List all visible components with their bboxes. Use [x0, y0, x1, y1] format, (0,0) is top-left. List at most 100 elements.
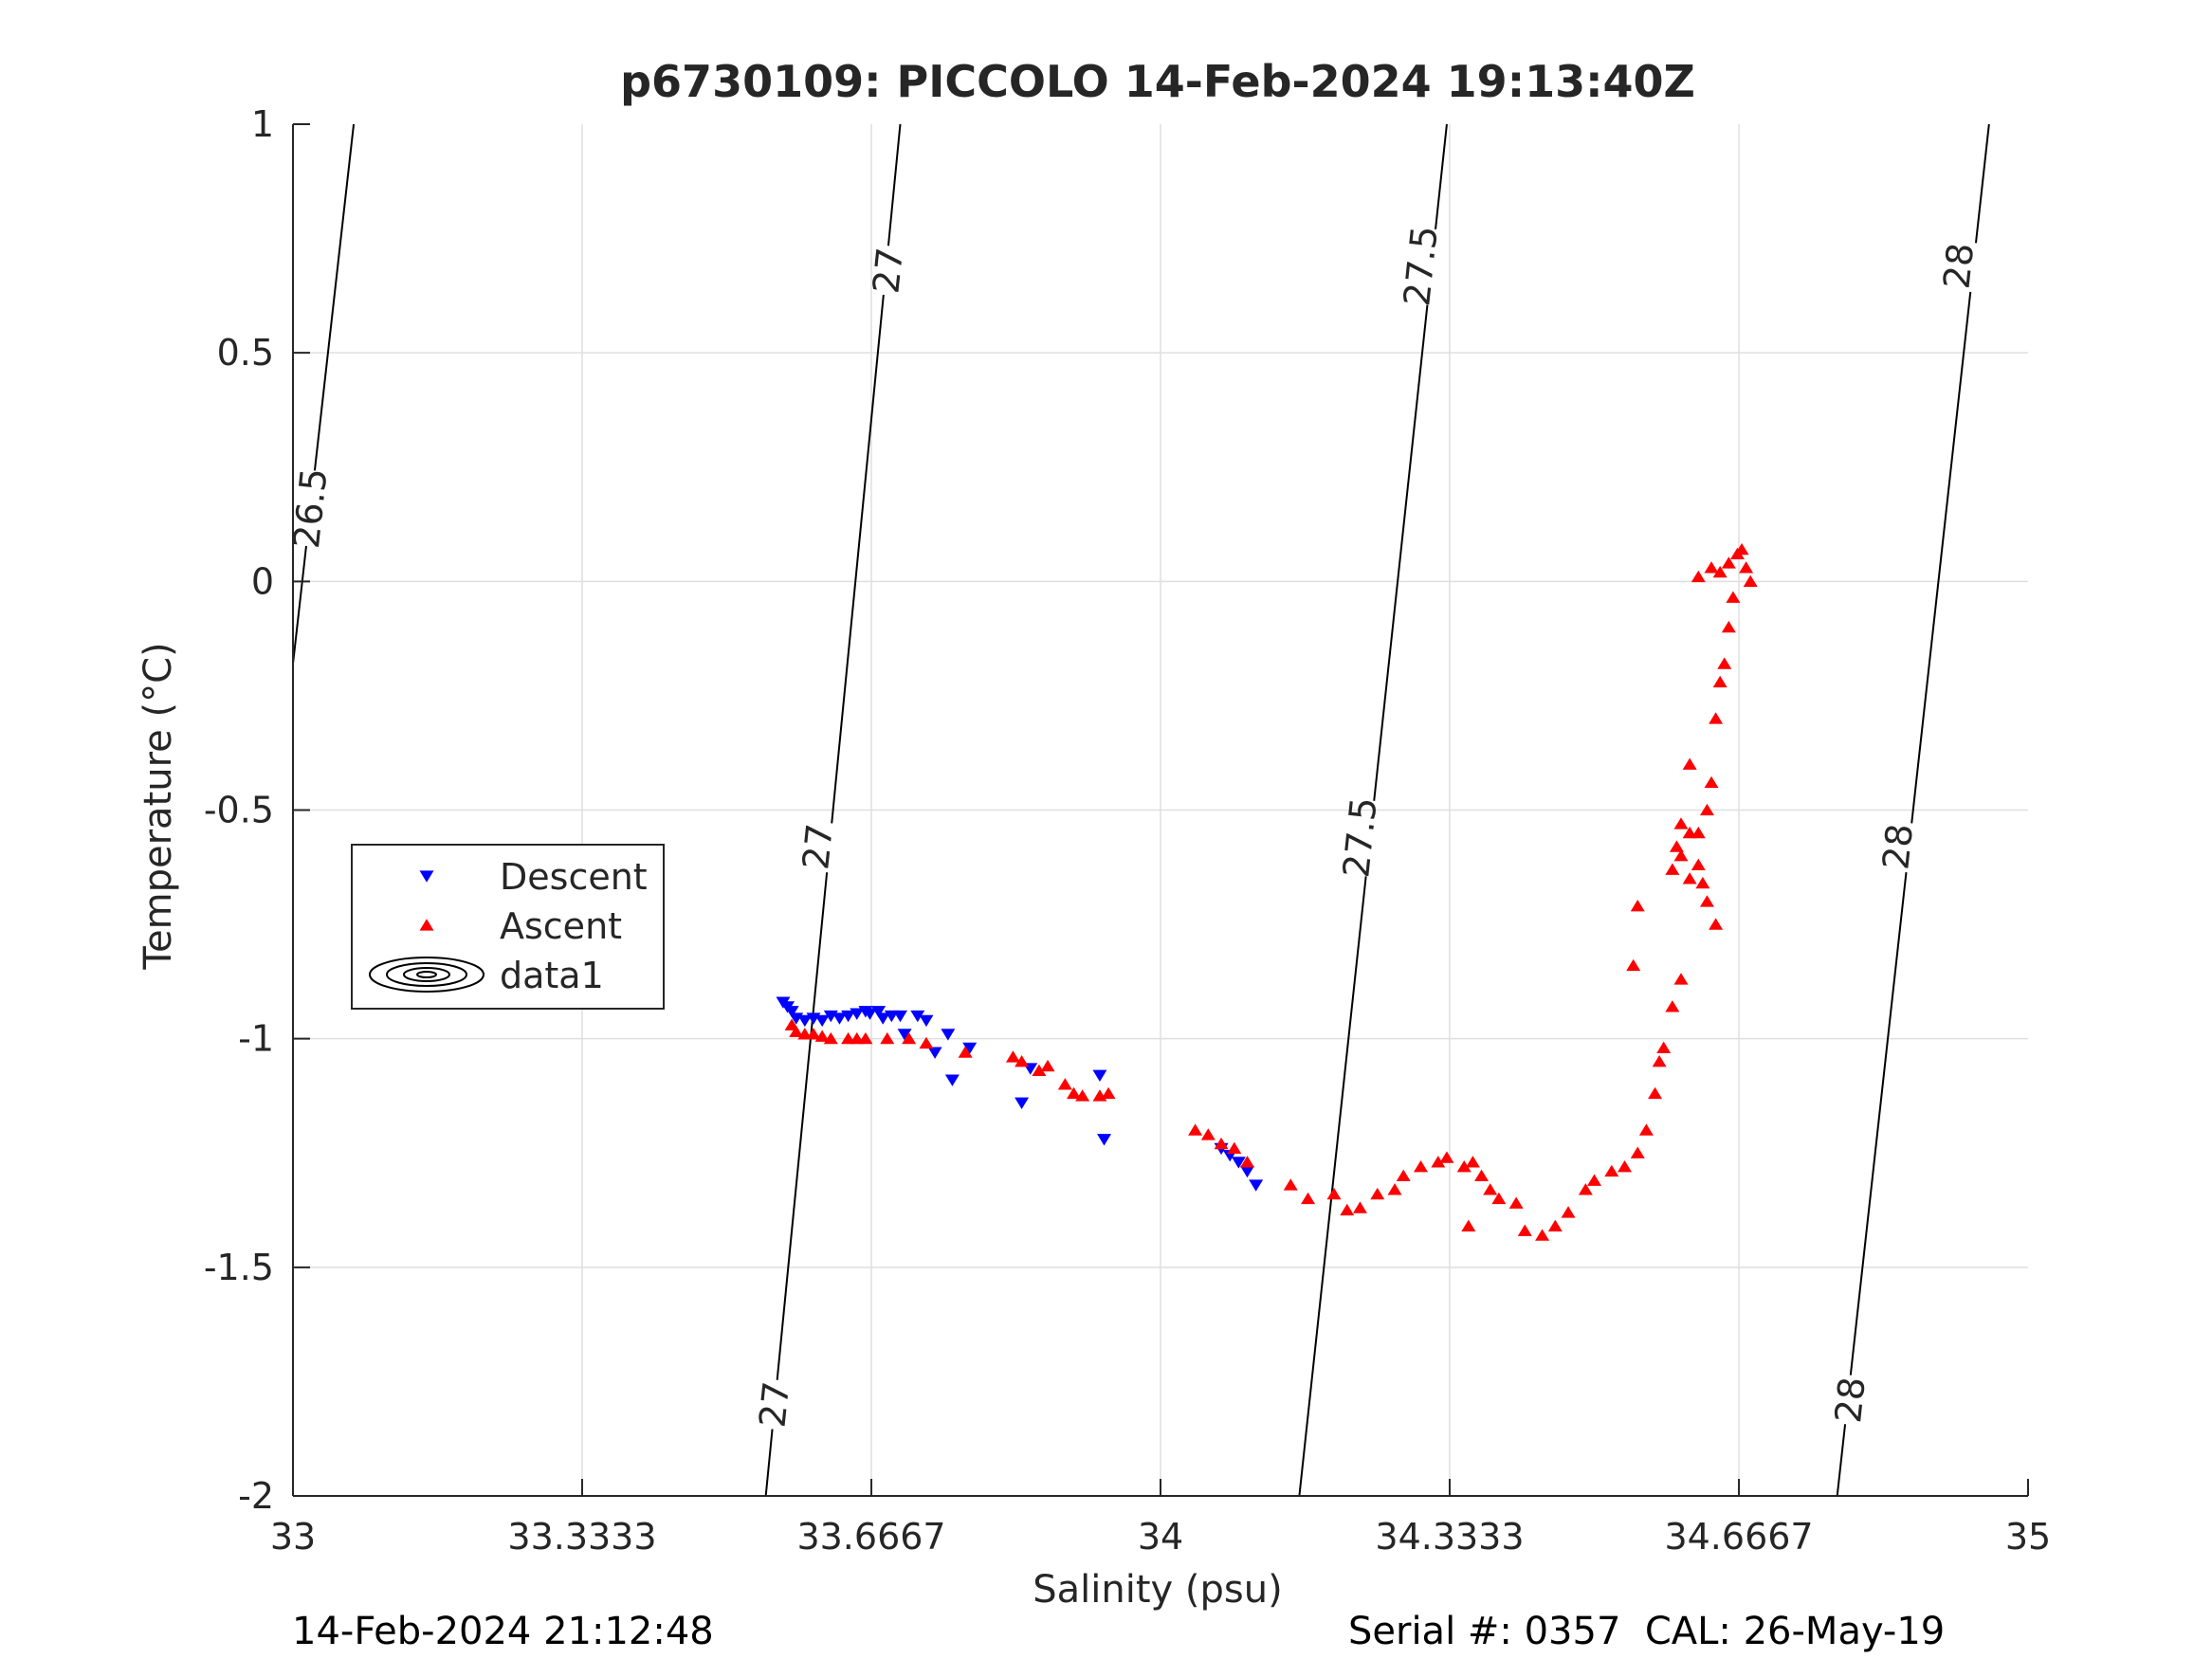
legend-contour-icon — [369, 957, 484, 993]
descent-point — [1249, 1179, 1264, 1192]
descent-point — [814, 1014, 830, 1028]
legend-ascent-marker — [419, 919, 434, 931]
ascent-point — [1665, 863, 1680, 875]
ascent-point — [1301, 1192, 1316, 1205]
descent-point — [944, 1074, 960, 1086]
ascent-point — [1604, 1164, 1619, 1177]
ascent-point — [1561, 1206, 1576, 1218]
descent-point — [893, 1010, 907, 1023]
ascent-point — [1431, 1156, 1446, 1168]
descent-point — [784, 1006, 799, 1018]
ascent-point — [1682, 826, 1697, 839]
ascent-point — [1015, 1055, 1030, 1067]
contour-label: 27.5 — [1396, 224, 1446, 308]
y-tick-label: -2 — [238, 1475, 274, 1517]
contour-line-27 — [764, 124, 902, 1496]
ascent-point — [1648, 1086, 1663, 1100]
ascent-point — [823, 1031, 838, 1045]
legend-label: Ascent — [500, 905, 622, 947]
ascent-point — [1699, 895, 1714, 907]
ascent-point — [1673, 817, 1689, 830]
y-tick-label: -0.5 — [204, 790, 274, 831]
ascent-point — [1067, 1086, 1081, 1100]
descent-point — [832, 1012, 847, 1025]
ascent-point — [1517, 1224, 1532, 1236]
ascent-point — [958, 1046, 973, 1058]
x-tick-label: 34.6667 — [1664, 1516, 1813, 1558]
ascent-point — [1227, 1141, 1242, 1155]
y-tick-label: 1 — [251, 103, 274, 145]
ascent-point — [1547, 1219, 1563, 1232]
ascent-point — [1491, 1192, 1507, 1205]
descent-point — [841, 1010, 856, 1023]
ascent-point — [1743, 574, 1758, 587]
ascent-point — [1669, 840, 1684, 852]
ascent-point — [1340, 1203, 1355, 1216]
ascent-point — [1682, 872, 1697, 884]
footer-serial-cal: Serial #: 0357 CAL: 26-May-19 — [1348, 1610, 1946, 1653]
descent-point — [1092, 1069, 1107, 1083]
ascent-point — [1465, 1156, 1480, 1168]
ascent-point — [858, 1031, 873, 1045]
contour-label: 28 — [1827, 1375, 1874, 1425]
x-tick-label: 33.6667 — [796, 1516, 945, 1558]
ascent-point — [1474, 1169, 1490, 1181]
ascent-point — [1101, 1086, 1116, 1100]
ascent-point — [1387, 1183, 1402, 1195]
ascent-point — [1704, 561, 1719, 574]
descent-point — [850, 1008, 865, 1020]
descent-point — [1015, 1097, 1030, 1109]
descent-point — [962, 1042, 978, 1055]
ascent-point — [1057, 1078, 1072, 1090]
ascent-point — [1638, 1123, 1654, 1136]
ascent-point — [902, 1031, 917, 1045]
x-tick-label: 35 — [2005, 1516, 2051, 1558]
ascent-point — [1040, 1059, 1055, 1072]
legend-descent-marker — [419, 870, 434, 883]
ascent-point — [1240, 1156, 1254, 1168]
ascent-point — [1283, 1178, 1298, 1191]
ascent-point — [1626, 958, 1641, 972]
ascent-point — [1673, 973, 1689, 985]
y-axis-label: Temperature (°C) — [137, 642, 180, 970]
ascent-point — [1456, 1159, 1472, 1173]
ascent-point — [1726, 591, 1741, 603]
x-tick-label: 33.3333 — [507, 1516, 656, 1558]
contour-line-28 — [1836, 124, 1990, 1496]
ascent-point — [1734, 542, 1749, 556]
ascent-point — [1414, 1159, 1428, 1173]
y-tick-label: 0 — [251, 560, 274, 602]
ascent-point — [1214, 1137, 1229, 1150]
ascent-point — [1188, 1123, 1203, 1136]
ascent-point — [1712, 675, 1728, 688]
ascent-point — [1682, 757, 1697, 770]
axes: 33 33.3333 33.6667 34 34.3333 34.6667 35 -2 -1.5… — [204, 103, 2051, 1558]
ascent-point — [1704, 775, 1719, 789]
x-tick-label: 34.3333 — [1375, 1516, 1524, 1558]
ascent-point — [1578, 1183, 1593, 1195]
descent-point — [871, 1006, 887, 1018]
descent-point — [1231, 1157, 1246, 1169]
chart-title: p6730109: PICCOLO 14-Feb-2024 19:13:40Z — [620, 56, 1695, 107]
ascent-point — [1005, 1050, 1020, 1063]
footer-timestamp: 14-Feb-2024 21:12:48 — [292, 1610, 714, 1653]
ascent-point — [1587, 1174, 1601, 1186]
ascent-point — [1695, 876, 1710, 889]
y-tick-label: -1.5 — [204, 1247, 274, 1288]
descent-point — [875, 1012, 890, 1025]
ascent-point — [1691, 570, 1706, 583]
ascent-point — [1075, 1089, 1090, 1102]
descent-point — [941, 1029, 956, 1041]
descent-point — [910, 1010, 925, 1023]
legend-label: data1 — [500, 955, 604, 996]
legend-label: Descent — [500, 856, 648, 898]
x-tick-label: 34 — [1138, 1516, 1183, 1558]
x-axis-label: Salinity (psu) — [1033, 1568, 1282, 1612]
ascent-point — [1396, 1169, 1411, 1181]
ascent-point — [1699, 803, 1714, 816]
ascent-point — [1326, 1187, 1342, 1200]
contour-label: 27.5 — [1335, 795, 1385, 880]
contour-line-27.5 — [1298, 124, 1448, 1496]
descent-point — [862, 1008, 877, 1020]
